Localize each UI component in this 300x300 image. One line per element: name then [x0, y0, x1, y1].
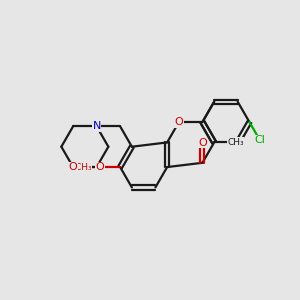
- Text: N: N: [92, 121, 101, 131]
- Text: O: O: [96, 162, 104, 172]
- Text: OCH₃: OCH₃: [68, 163, 92, 172]
- Text: CH₃: CH₃: [227, 138, 244, 147]
- Text: O: O: [175, 117, 183, 127]
- Text: O: O: [69, 162, 77, 172]
- Text: Cl: Cl: [255, 135, 266, 146]
- Text: O: O: [198, 138, 207, 148]
